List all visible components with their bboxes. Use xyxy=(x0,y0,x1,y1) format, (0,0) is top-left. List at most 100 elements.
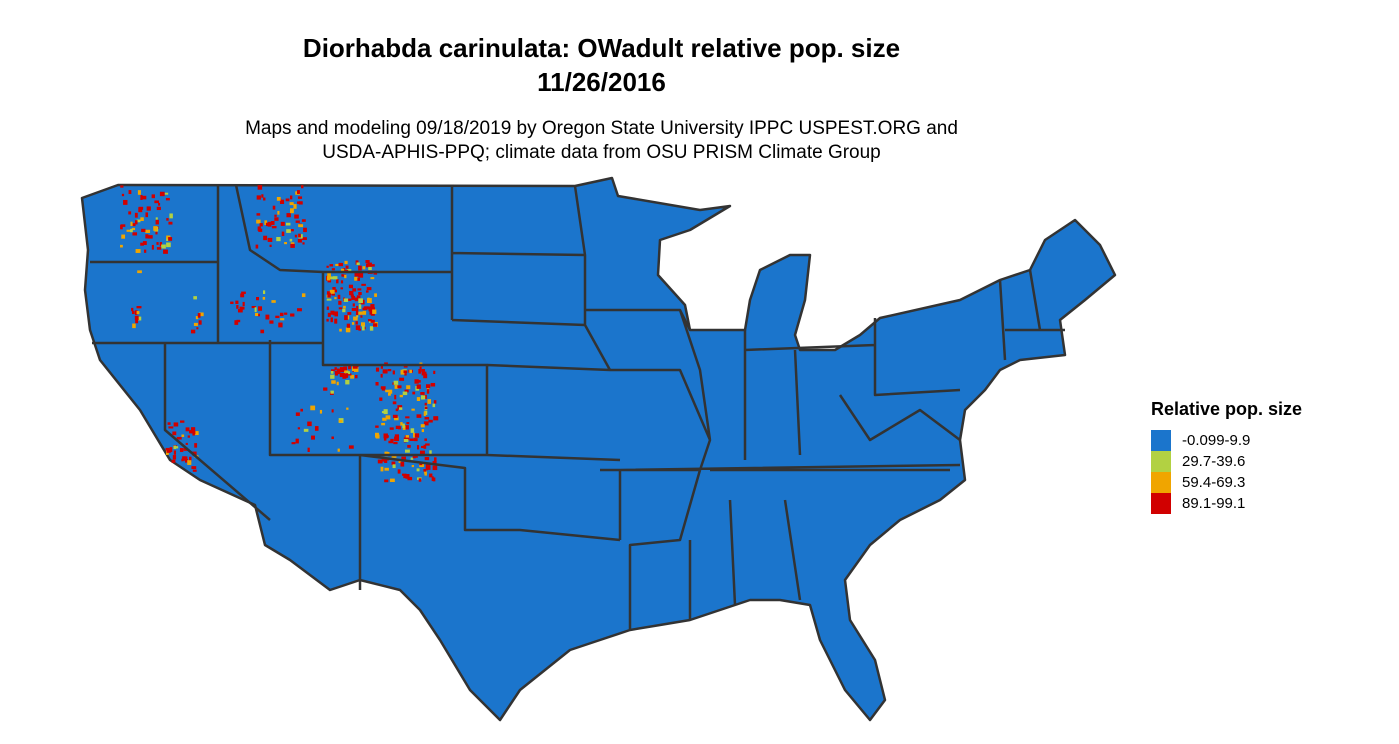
hotspot-cell xyxy=(198,320,202,325)
hotspot-cell xyxy=(429,450,432,455)
hotspot-cell xyxy=(394,394,397,400)
hotspot-cell xyxy=(420,395,426,400)
hotspot-cell xyxy=(141,228,146,232)
hotspot-cell xyxy=(165,197,170,201)
hotspot-cell xyxy=(183,448,188,451)
hotspot-cell xyxy=(120,185,124,188)
hotspot-cell xyxy=(236,319,241,323)
hotspot-cell xyxy=(392,464,396,469)
hotspot-cell xyxy=(136,311,140,315)
hotspot-cell xyxy=(120,244,123,248)
hotspot-cell xyxy=(427,399,432,404)
hotspot-cell xyxy=(264,220,268,226)
hotspot-cell xyxy=(358,311,363,315)
hotspot-cell xyxy=(397,426,401,430)
hotspot-cell xyxy=(339,367,345,372)
hotspot-cell xyxy=(425,466,431,470)
hotspot-cell xyxy=(391,455,397,458)
hotspot-cell xyxy=(164,192,169,195)
hotspot-cell xyxy=(189,456,192,462)
hotspot-cell xyxy=(331,293,335,296)
hotspot-cell xyxy=(198,312,204,317)
hotspot-cell xyxy=(423,421,429,426)
hotspot-cell xyxy=(337,369,341,375)
hotspot-cell xyxy=(167,422,171,425)
hotspot-cell xyxy=(369,311,372,315)
hotspot-cell xyxy=(284,312,288,315)
hotspot-cell xyxy=(290,208,294,214)
hotspot-cell xyxy=(131,310,135,315)
hotspot-cell xyxy=(326,276,331,281)
hotspot-cell xyxy=(331,380,336,384)
hotspot-cell xyxy=(194,443,198,448)
hotspot-cell xyxy=(421,369,425,372)
hotspot-cell xyxy=(406,422,410,425)
hotspot-cell xyxy=(262,290,266,294)
hotspot-cell xyxy=(330,374,335,379)
hotspot-cell xyxy=(375,434,380,439)
hotspot-cell xyxy=(330,369,335,372)
hotspot-cell xyxy=(405,473,410,479)
hotspot-cell xyxy=(426,389,430,394)
hotspot-cell xyxy=(275,315,280,319)
hotspot-cell xyxy=(351,307,357,311)
hotspot-cell xyxy=(400,369,405,375)
hotspot-cell xyxy=(265,314,270,320)
hotspot-cell xyxy=(356,295,361,299)
hotspot-cell xyxy=(355,321,358,325)
hotspot-cell xyxy=(379,397,383,401)
hotspot-cell xyxy=(289,202,294,206)
hotspot-cell xyxy=(367,318,372,322)
hotspot-cell xyxy=(338,262,343,267)
hotspot-cell xyxy=(428,419,433,423)
hotspot-cell xyxy=(339,372,345,378)
hotspot-cell xyxy=(251,305,256,309)
hotspot-layer xyxy=(120,185,439,483)
hotspot-cell xyxy=(343,305,346,309)
hotspot-cell xyxy=(347,298,352,301)
hotspot-cell xyxy=(132,323,136,329)
hotspot-cell xyxy=(344,274,347,279)
legend: Relative pop. size -0.099-9.9 29.7-39.6 59… xyxy=(1151,399,1302,514)
hotspot-cell xyxy=(342,374,347,379)
hotspot-cell xyxy=(405,435,409,438)
hotspot-cell xyxy=(298,201,303,205)
hotspot-cell xyxy=(416,397,421,402)
hotspot-cell xyxy=(290,243,295,248)
hotspot-cell xyxy=(358,274,361,277)
hotspot-cell xyxy=(332,286,336,290)
hotspot-cell xyxy=(375,367,380,372)
hotspot-cell xyxy=(340,280,344,284)
hotspot-cell xyxy=(294,234,297,238)
hotspot-cell xyxy=(340,268,345,273)
hotspot-cell xyxy=(419,450,425,456)
hotspot-cell xyxy=(372,264,375,267)
hotspot-cell xyxy=(256,219,261,224)
hotspot-cell xyxy=(242,301,245,307)
hotspot-cell xyxy=(289,195,293,200)
hotspot-cell xyxy=(185,442,188,445)
legend-item: 89.1-99.1 xyxy=(1151,493,1302,514)
hotspot-cell xyxy=(381,458,386,462)
hotspot-cell xyxy=(340,287,344,290)
hotspot-cell xyxy=(399,394,403,398)
hotspot-cell xyxy=(389,389,393,394)
hotspot-cell xyxy=(424,471,427,476)
hotspot-cell xyxy=(155,230,158,235)
hotspot-cell xyxy=(274,214,277,217)
hotspot-cell xyxy=(166,242,171,248)
legend-item: 59.4-69.3 xyxy=(1151,472,1302,493)
hotspot-cell xyxy=(401,456,407,460)
hotspot-cell xyxy=(418,368,421,374)
hotspot-cell xyxy=(137,190,141,195)
hotspot-cell xyxy=(254,312,259,317)
hotspot-cell xyxy=(134,310,138,315)
hotspot-cell xyxy=(375,382,379,386)
hotspot-cell xyxy=(352,303,355,307)
hotspot-cell xyxy=(365,260,370,264)
hotspot-cell xyxy=(286,213,291,218)
hotspot-cell xyxy=(390,478,395,483)
hotspot-cell xyxy=(192,469,197,472)
hotspot-cell xyxy=(132,223,136,227)
hotspot-cell xyxy=(413,455,418,458)
